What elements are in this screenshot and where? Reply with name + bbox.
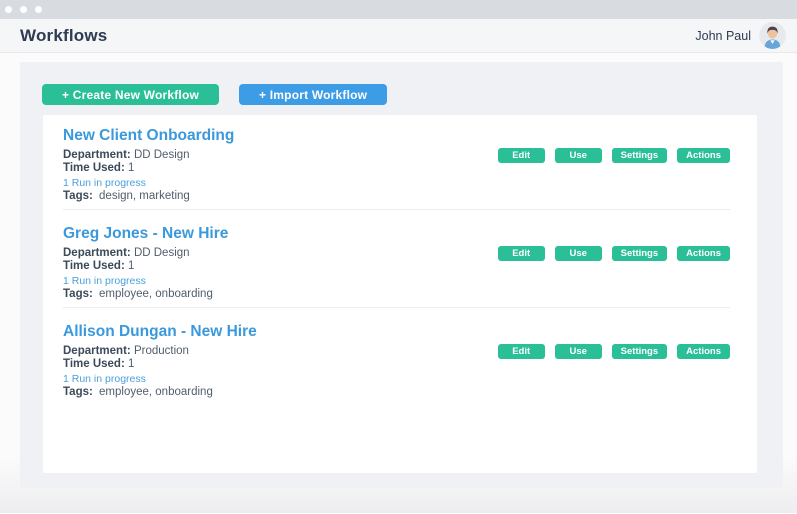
edit-button[interactable]: Edit bbox=[497, 344, 545, 359]
window-close-icon[interactable] bbox=[5, 6, 12, 13]
workflow-actions: Edit Use Settings Actions bbox=[497, 246, 730, 261]
department-label: Department: bbox=[63, 247, 131, 259]
workflow-tags: Tags: employee, onboarding bbox=[63, 386, 257, 399]
workflow-actions: Edit Use Settings Actions bbox=[497, 148, 730, 163]
use-button[interactable]: Use bbox=[554, 148, 602, 163]
settings-button[interactable]: Settings bbox=[611, 344, 668, 359]
edit-button[interactable]: Edit bbox=[497, 148, 545, 163]
use-button[interactable]: Use bbox=[554, 246, 602, 261]
workflow-title-link[interactable]: New Client Onboarding bbox=[63, 127, 235, 144]
workflow-item: Allison Dungan - New Hire Department: Pr… bbox=[63, 308, 730, 405]
workflow-department: Department: Production bbox=[63, 345, 257, 358]
department-value: DD Design bbox=[133, 247, 190, 259]
workflow-info: New Client Onboarding Department: DD Des… bbox=[63, 127, 234, 203]
user-menu[interactable]: John Paul bbox=[695, 22, 786, 49]
time-used-label: Time Used: bbox=[63, 358, 125, 370]
workflow-info: Allison Dungan - New Hire Department: Pr… bbox=[63, 323, 257, 399]
edit-button[interactable]: Edit bbox=[497, 246, 545, 261]
tags-label: Tags: bbox=[63, 288, 93, 300]
time-used-value: 1 bbox=[127, 358, 135, 370]
time-used-value: 1 bbox=[127, 260, 135, 272]
create-new-workflow-button[interactable]: + Create New Workflow bbox=[42, 84, 220, 105]
actions-button[interactable]: Actions bbox=[677, 344, 730, 359]
tags-label: Tags: bbox=[63, 386, 93, 398]
workflow-time-used: Time Used: 1 bbox=[63, 358, 257, 371]
toolbar: + Create New Workflow + Import Workflow bbox=[42, 84, 757, 105]
content-panel: + Create New Workflow + Import Workflow … bbox=[20, 62, 783, 488]
workflow-title-link[interactable]: Allison Dungan - New Hire bbox=[63, 323, 257, 340]
department-value: DD Design bbox=[133, 149, 190, 161]
workflow-department: Department: DD Design bbox=[63, 247, 228, 260]
tags-value: design, marketing bbox=[99, 190, 190, 202]
department-label: Department: bbox=[63, 345, 131, 357]
tags-label: Tags: bbox=[63, 190, 93, 202]
workflow-tags: Tags: design, marketing bbox=[63, 190, 234, 203]
time-used-label: Time Used: bbox=[63, 260, 125, 272]
workflow-department: Department: DD Design bbox=[63, 149, 234, 162]
tags-value: employee, onboarding bbox=[99, 288, 213, 300]
department-value: Production bbox=[133, 345, 189, 357]
user-avatar[interactable] bbox=[759, 22, 786, 49]
workflow-actions: Edit Use Settings Actions bbox=[497, 344, 730, 359]
run-in-progress-link[interactable]: 1 Run in progress bbox=[63, 275, 146, 287]
workflow-list-card: New Client Onboarding Department: DD Des… bbox=[43, 115, 757, 473]
window-minimize-icon[interactable] bbox=[20, 6, 27, 13]
import-workflow-button[interactable]: + Import Workflow bbox=[239, 84, 388, 105]
settings-button[interactable]: Settings bbox=[611, 148, 668, 163]
actions-button[interactable]: Actions bbox=[677, 246, 730, 261]
workflow-time-used: Time Used: 1 bbox=[63, 260, 228, 273]
browser-titlebar bbox=[0, 0, 797, 19]
workflow-item: Greg Jones - New Hire Department: DD Des… bbox=[63, 210, 730, 308]
workflow-item: New Client Onboarding Department: DD Des… bbox=[63, 121, 730, 210]
workflow-info: Greg Jones - New Hire Department: DD Des… bbox=[63, 225, 228, 301]
time-used-value: 1 bbox=[127, 162, 135, 174]
window-maximize-icon[interactable] bbox=[35, 6, 42, 13]
run-in-progress-link[interactable]: 1 Run in progress bbox=[63, 177, 146, 189]
run-in-progress-link[interactable]: 1 Run in progress bbox=[63, 373, 146, 385]
time-used-label: Time Used: bbox=[63, 162, 125, 174]
actions-button[interactable]: Actions bbox=[677, 148, 730, 163]
tags-value: employee, onboarding bbox=[99, 386, 213, 398]
workflow-time-used: Time Used: 1 bbox=[63, 162, 234, 175]
settings-button[interactable]: Settings bbox=[611, 246, 668, 261]
department-label: Department: bbox=[63, 149, 131, 161]
page-background: + Create New Workflow + Import Workflow … bbox=[0, 53, 797, 513]
workflow-title-link[interactable]: Greg Jones - New Hire bbox=[63, 225, 229, 242]
page-title: Workflows bbox=[20, 25, 108, 45]
user-name: John Paul bbox=[695, 28, 751, 43]
app-header: Workflows John Paul bbox=[0, 19, 797, 53]
use-button[interactable]: Use bbox=[554, 344, 602, 359]
workflow-tags: Tags: employee, onboarding bbox=[63, 288, 228, 301]
